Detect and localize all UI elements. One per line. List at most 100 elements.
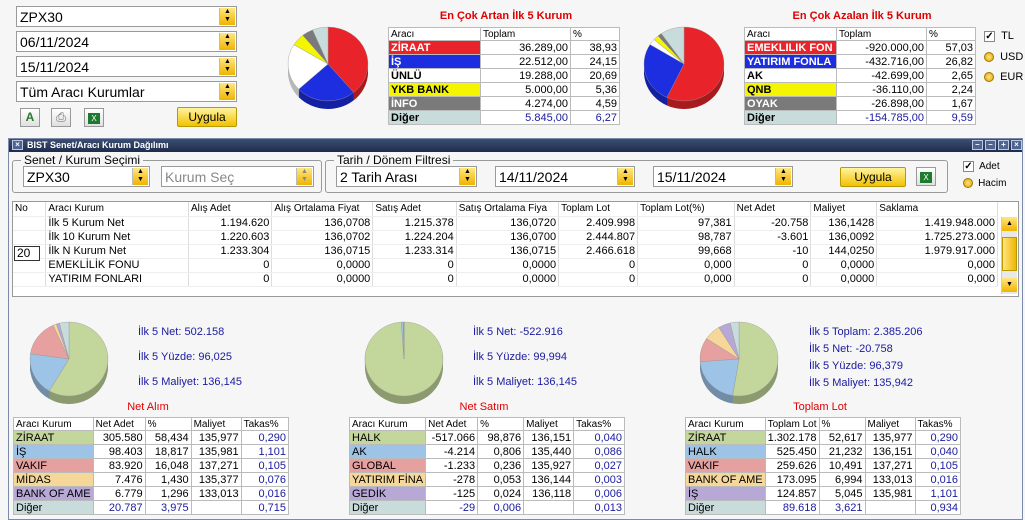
institution-select[interactable]: Tüm Aracı Kurumlar ▲ ▼ xyxy=(16,81,237,102)
table-row[interactable]: GEDİK -125 0,024 136,118 0,006 xyxy=(348,486,625,501)
table-row[interactable]: İŞ 124.857 5,045 135,981 1,101 xyxy=(685,486,962,501)
currency-option-usd[interactable]: USD xyxy=(984,51,1023,63)
toplam-lot-table: Aracı Kurum Toplam Lot % Maliyet Takas% … xyxy=(685,417,962,515)
table-row[interactable]: HALK -517.066 98,876 136,151 0,040 xyxy=(348,430,625,445)
top-increase-pie-chart xyxy=(287,26,369,109)
table-row[interactable]: YATIRIM FİNA -278 0,053 136,144 0,003 xyxy=(348,472,625,487)
excel-button[interactable]: X xyxy=(84,108,104,127)
grid-row[interactable]: İlk 10 Kurum Net 1.220.603 136,0702 1.224.2… xyxy=(13,230,998,245)
close-window-icon[interactable]: × xyxy=(1011,140,1022,150)
grid-scrollbar[interactable]: ▲ ▼ xyxy=(1001,217,1017,294)
table-cell: 58,434 xyxy=(144,430,192,445)
window-apply-button[interactable]: Uygula xyxy=(840,167,906,187)
chevron-updown-icon: ▲ ▼ xyxy=(617,168,633,185)
table-cell: 3,621 xyxy=(818,500,866,515)
apply-button[interactable]: Uygula xyxy=(177,107,237,127)
kurum-select[interactable]: Kurum Seç ▲ ▼ xyxy=(161,166,314,187)
chevron-up-icon[interactable]: ▲ xyxy=(1002,217,1017,231)
restore-icon[interactable]: – xyxy=(985,140,996,150)
table-row[interactable]: BANK OF AME 6.779 1,296 133,013 0,016 xyxy=(13,486,290,501)
window-start-date[interactable]: 14/11/2024 ▲ ▼ xyxy=(495,166,635,187)
table-row[interactable]: Diğer -29 0,006 0,013 xyxy=(348,500,625,515)
row-count-input[interactable]: 20 xyxy=(14,246,40,261)
distribution-window: × BIST Senet/Aracı Kurum Dağılımı – – + … xyxy=(8,138,1023,520)
chevron-updown-icon: ▲ ▼ xyxy=(775,168,791,185)
window-symbol-select[interactable]: ZPX30 ▲ ▼ xyxy=(23,166,150,187)
table-row[interactable]: YKB BANK 5.000,00 5,36 xyxy=(388,82,620,97)
table-row[interactable]: QNB -36.110,00 2,24 xyxy=(744,82,976,97)
window-excel-button[interactable]: X xyxy=(916,167,936,186)
font-button[interactable]: A xyxy=(20,108,40,127)
table-row[interactable]: VAKIF 259.626 10,491 137,271 0,105 xyxy=(685,458,962,473)
print-button[interactable]: ⎙ xyxy=(51,108,71,127)
table-cell: 57,03 xyxy=(926,40,976,55)
maximize-icon[interactable]: + xyxy=(998,140,1009,150)
net-alim-subtitle: Net Alım xyxy=(127,401,169,413)
table-row[interactable]: Diğer 20.787 3,975 0,715 xyxy=(13,500,290,515)
table-cell: 0,000 xyxy=(876,272,998,287)
table-row[interactable]: YATIRIM FONLA -432.716,00 26,82 xyxy=(744,54,976,69)
start-date-field[interactable]: 06/11/2024 ▲ ▼ xyxy=(16,31,237,52)
table-cell: 136,0715 xyxy=(271,244,374,259)
col-header[interactable]: Aracı Kurum xyxy=(45,202,190,217)
mode-option-hacim[interactable]: Hacim xyxy=(963,177,1006,189)
col-header[interactable]: Alış Adet xyxy=(188,202,273,217)
currency-option-eur[interactable]: EUR xyxy=(984,71,1023,83)
table-row[interactable]: İNFO 4.274,00 4,59 xyxy=(388,96,620,111)
pie-slice xyxy=(29,353,70,392)
col-header[interactable]: Toplam Lot xyxy=(558,202,639,217)
col-header[interactable]: Satış Adet xyxy=(372,202,457,217)
mode-option-adet[interactable]: ✓ Adet xyxy=(963,160,1000,172)
table-row[interactable]: BANK OF AME 173.095 6,994 133,013 0,016 xyxy=(685,472,962,487)
currency-option-tl[interactable]: ✓ TL xyxy=(984,30,1014,42)
scroll-thumb[interactable] xyxy=(1002,237,1017,271)
col-header[interactable]: Saklama xyxy=(876,202,998,217)
col-header[interactable]: Maliyet xyxy=(810,202,878,217)
table-cell: 0,715 xyxy=(240,500,290,515)
table-row[interactable]: VAKIF 83.920 16,048 137,271 0,105 xyxy=(13,458,290,473)
table-row[interactable]: ZİRAAT 36.289,00 38,93 xyxy=(388,40,620,55)
table-row[interactable]: OYAK -26.898,00 1,67 xyxy=(744,96,976,111)
table-row[interactable]: MİDAS 7.476 1,430 135,377 0,076 xyxy=(13,472,290,487)
col-header[interactable]: Toplam Lot(%) xyxy=(637,202,735,217)
table-row[interactable]: AK -42.699,00 2,65 xyxy=(744,68,976,83)
table-cell: 0,016 xyxy=(240,486,290,501)
table-row[interactable]: İŞ 22.512,00 24,15 xyxy=(388,54,620,69)
table-cell: -20.758 xyxy=(734,216,812,231)
col-header[interactable]: Satış Ortalama Fiya xyxy=(456,202,560,217)
grid-row[interactable]: İlk N Kurum Net 1.233.304 136,0715 1.233.31… xyxy=(13,244,998,259)
pie-slice xyxy=(661,26,685,65)
window-titlebar[interactable]: × BIST Senet/Aracı Kurum Dağılımı – – + … xyxy=(9,139,1022,152)
grid-row[interactable]: İlk 5 Kurum Net 1.194.620 136,0708 1.215.37… xyxy=(13,216,998,231)
grid-row[interactable]: YATIRIM FONLARI 0 0,0000 0 0,0000 0 0,000 0 0,00… xyxy=(13,272,998,287)
table-row[interactable]: İŞ 98.403 18,817 135,981 1,101 xyxy=(13,444,290,459)
symbol-select[interactable]: ZPX30 ▲ ▼ xyxy=(16,6,237,27)
col-header[interactable]: No xyxy=(13,202,47,217)
table-row[interactable]: ZİRAAT 1.302.178 52,617 135,977 0,290 xyxy=(685,430,962,445)
table-cell: 0,0000 xyxy=(456,258,560,273)
window-end-date[interactable]: 15/11/2024 ▲ ▼ xyxy=(653,166,793,187)
table-row[interactable]: ÜNLÜ 19.288,00 20,69 xyxy=(388,68,620,83)
toplam-lot-stat: İlk 5 Maliyet: 135,942 xyxy=(809,377,913,389)
table-cell: 52,617 xyxy=(818,430,866,445)
end-date-field[interactable]: 15/11/2024 ▲ ▼ xyxy=(16,56,237,77)
table-row[interactable]: ZİRAAT 305.580 58,434 135,977 0,290 xyxy=(13,430,290,445)
table-row[interactable]: Diğer -154.785,00 9,59 xyxy=(744,110,976,125)
table-row[interactable]: EMEKLILIK FON -920.000,00 57,03 xyxy=(744,40,976,55)
col-header[interactable]: Net Adet xyxy=(734,202,812,217)
minimize-icon[interactable]: – xyxy=(972,140,983,150)
range-type-select[interactable]: 2 Tarih Arası ▲ ▼ xyxy=(336,166,477,187)
table-cell: VAKIF xyxy=(685,458,766,473)
chevron-down-icon[interactable]: ▼ xyxy=(1002,278,1017,292)
col-header[interactable]: Alış Ortalama Fiyat xyxy=(271,202,374,217)
table-row[interactable]: Diğer 5.845,00 6,27 xyxy=(388,110,620,125)
table-row[interactable]: AK -4.214 0,806 135,440 0,086 xyxy=(348,444,625,459)
table-row[interactable]: GLOBAL -1.233 0,236 135,927 0,027 xyxy=(348,458,625,473)
table-row[interactable]: Diğer 89.618 3,621 0,934 xyxy=(685,500,962,515)
table-cell: 0,000 xyxy=(637,258,735,273)
table-cell: 0,013 xyxy=(573,500,625,515)
table-cell: İNFO xyxy=(388,96,481,111)
close-icon[interactable]: × xyxy=(12,140,23,150)
table-row[interactable]: HALK 525.450 21,232 136,151 0,040 xyxy=(685,444,962,459)
grid-row[interactable]: EMEKLİLİK FONU 0 0,0000 0 0,0000 0 0,000 0 0,000… xyxy=(13,258,998,273)
